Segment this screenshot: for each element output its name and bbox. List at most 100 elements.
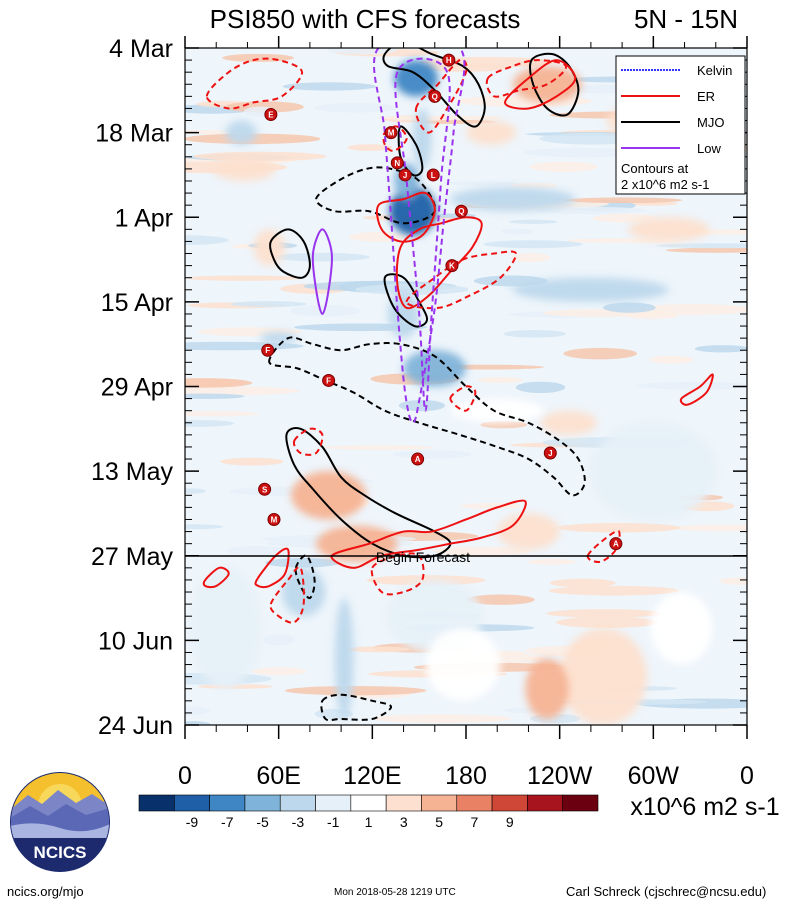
anomaly-stripe — [371, 714, 512, 723]
x-tick-label: 120E — [343, 762, 401, 790]
colorbar-swatch — [350, 794, 387, 812]
er-contour-dashed — [292, 427, 324, 456]
er-contour — [504, 59, 577, 110]
er-contour — [395, 216, 483, 310]
storm-marker-icon — [454, 204, 468, 218]
storm-marker-icon — [442, 53, 456, 67]
storm-marker-icon — [384, 126, 398, 140]
colorbar-label: 7 — [471, 814, 479, 830]
storm-marker-icon — [445, 259, 459, 273]
anomaly-blob — [387, 289, 420, 339]
anomaly-stripe — [483, 240, 583, 249]
y-tick-label: 27 May — [91, 543, 173, 571]
anomaly-stripe — [347, 646, 410, 653]
anomaly-blob — [650, 592, 713, 665]
anomaly-blob — [425, 628, 501, 701]
colorbar-label: -9 — [186, 814, 199, 830]
footer-website[interactable]: ncics.org/mjo — [7, 884, 84, 899]
anomaly-stripe — [282, 82, 376, 91]
anomaly-blob — [628, 217, 710, 242]
contour-note-line1: Contours at — [621, 161, 689, 176]
storm-marker-icon — [267, 512, 281, 526]
region-label: 5N - 15N — [634, 4, 738, 34]
anomaly-stripe — [185, 393, 245, 400]
storm-marker-icon — [258, 482, 272, 496]
storm-marker-icon — [398, 168, 412, 182]
storm-marker-icon — [411, 452, 425, 466]
chart-title: PSI850 with CFS forecasts — [210, 4, 521, 34]
anomaly-blob — [559, 628, 648, 725]
legend-label: Kelvin — [697, 63, 732, 78]
contour-lines — [202, 48, 714, 722]
anomaly-stripe — [392, 450, 472, 459]
low-contour — [311, 228, 333, 315]
anomaly-stripe — [185, 275, 303, 281]
colorbar-label: -5 — [256, 814, 269, 830]
colorbar-swatch — [209, 794, 246, 812]
colorbar-swatch — [244, 794, 281, 812]
anomaly-stripe — [323, 445, 434, 450]
er-contour-dashed — [269, 565, 305, 624]
anomaly-stripe — [649, 355, 694, 364]
storm-marker: M — [267, 512, 281, 526]
anomaly-stripe — [398, 399, 446, 412]
anomaly-stripe — [446, 181, 517, 186]
er-contour — [330, 499, 527, 569]
mjo-contour — [529, 52, 580, 117]
anomaly-stripe — [535, 206, 647, 215]
anomaly-blob — [512, 277, 669, 302]
storm-marker: Q — [428, 89, 442, 103]
anomaly-blob — [259, 332, 298, 345]
anomaly-stripe — [185, 488, 207, 494]
colorbar-label: 3 — [400, 814, 408, 830]
er-contour-dashed — [414, 58, 468, 134]
anomaly-stripe — [185, 721, 211, 725]
storm-marker-letter: S — [262, 485, 268, 494]
er-contour — [376, 191, 436, 243]
anomaly-stripe — [477, 377, 523, 383]
storm-marker: N — [390, 156, 404, 170]
anomaly-stripe — [185, 524, 224, 530]
y-tick-label: 10 Jun — [98, 627, 173, 655]
mjo-contour — [397, 125, 424, 177]
anomaly-stripe — [694, 345, 747, 353]
anomaly-blob — [253, 229, 285, 266]
storm-marker-letter: A — [415, 455, 421, 464]
x-tick-label: 0 — [178, 762, 192, 790]
kelvin-contour-dashed — [394, 57, 451, 412]
colorbar-label: -7 — [221, 814, 234, 830]
mjo-contour-dashed — [268, 336, 586, 497]
anomaly-stripe — [290, 305, 361, 317]
anomaly-stripe — [564, 197, 683, 204]
anomaly-stripes — [185, 48, 747, 725]
colorbar-swatch — [456, 794, 493, 812]
x-tick-label: 60E — [256, 762, 300, 790]
colorbar-label: -1 — [327, 814, 340, 830]
storm-marker-letter: L — [431, 171, 436, 180]
storm-marker-letter: E — [268, 110, 274, 119]
footer-timestamp: Mon 2018-05-28 1219 UTC — [334, 887, 456, 898]
anomaly-blob — [525, 658, 570, 719]
anomaly-stripe — [185, 411, 260, 417]
storm-marker-letter: H — [446, 56, 452, 65]
anomaly-blob — [412, 108, 432, 169]
colorbar-swatch — [315, 794, 352, 812]
anomaly-stripe — [549, 578, 616, 588]
anomaly-stripe — [230, 301, 307, 308]
anomaly-stripe — [503, 330, 567, 338]
legend-label: MJO — [697, 115, 724, 130]
storm-marker-letter: J — [548, 449, 552, 458]
storm-marker-letter: M — [388, 129, 395, 138]
anomaly-stripe — [226, 545, 292, 557]
anomaly-stripe — [220, 457, 284, 466]
kelvin-contour-dashed — [373, 48, 466, 424]
ncics-logo: NCICS — [10, 772, 110, 872]
anomaly-stripe — [501, 228, 533, 235]
anomaly-stripe — [555, 616, 659, 628]
storm-marker-letter: N — [394, 159, 400, 168]
storm-marker-letter: Q — [432, 92, 438, 101]
colorbar-label: 9 — [506, 814, 514, 830]
colorbar-swatch — [491, 794, 528, 812]
anomaly-stripe — [185, 378, 253, 388]
storm-marker: A — [411, 452, 425, 466]
